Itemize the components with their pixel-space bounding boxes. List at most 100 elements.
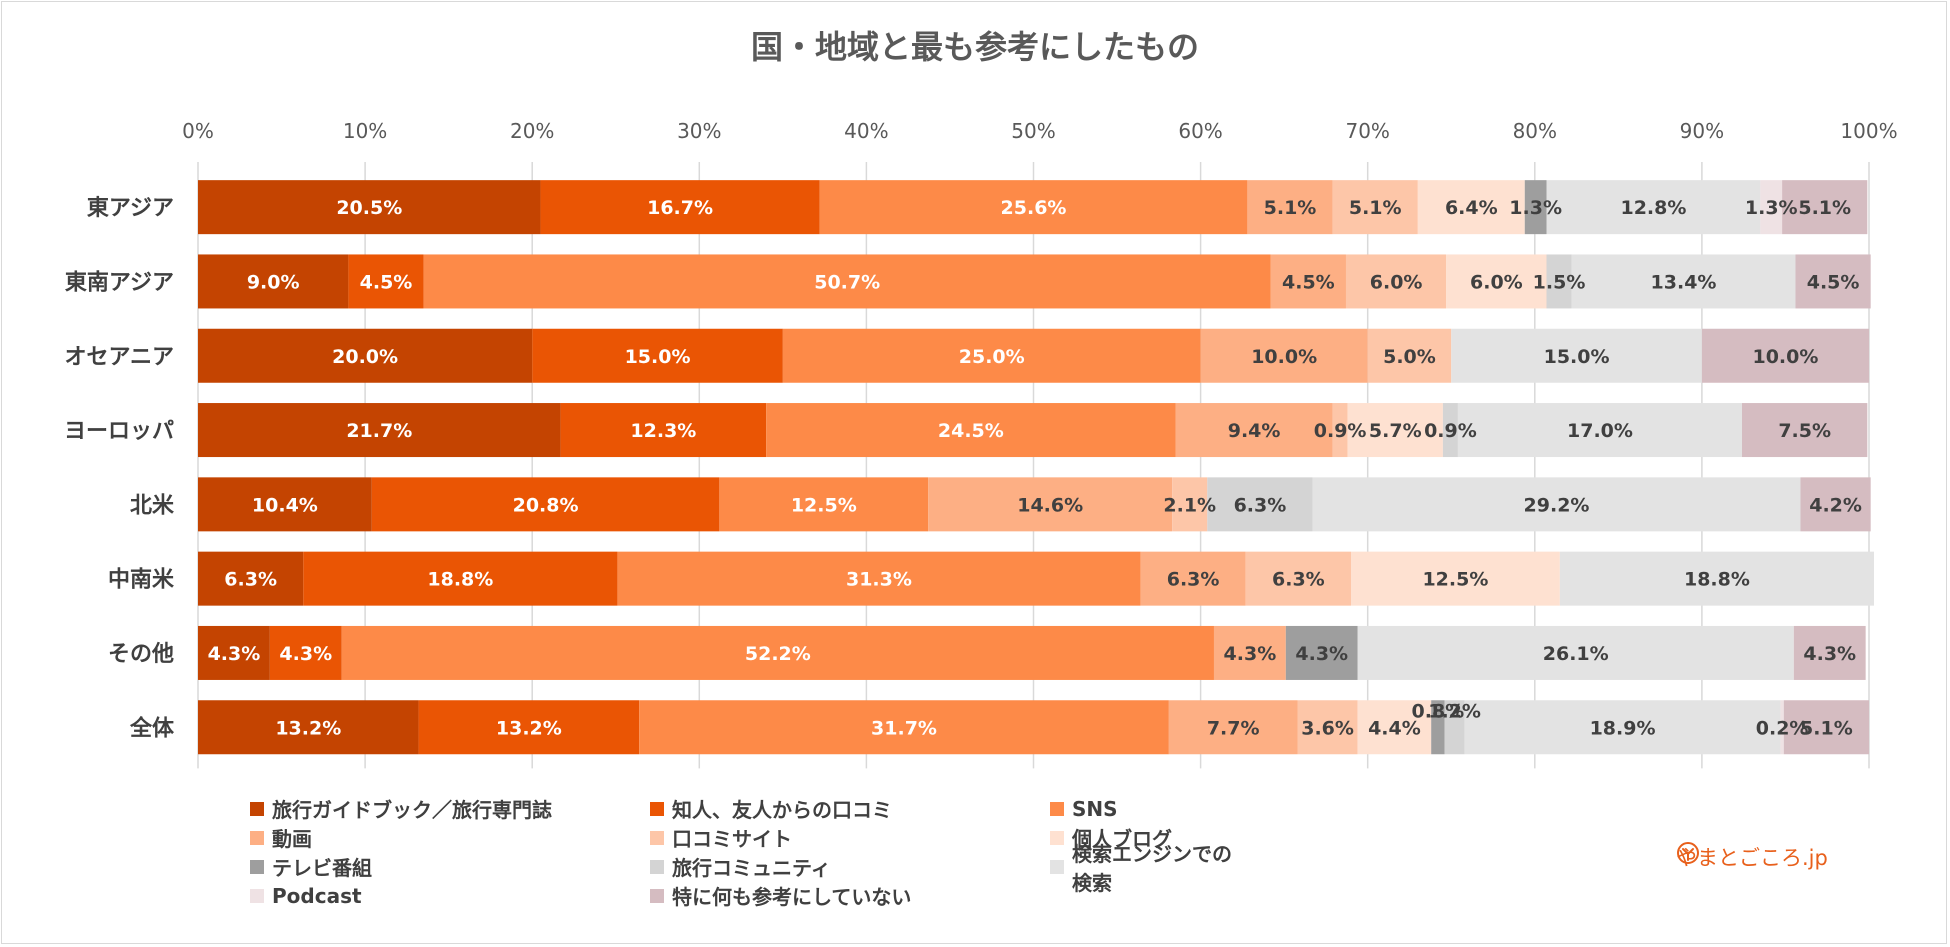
legend-label: 特に何も参考にしていない: [672, 885, 912, 909]
data-label: 18.8%: [427, 569, 493, 591]
bar-segment: [1417, 180, 1525, 235]
bar-segment: [198, 180, 541, 235]
category-label: 全体: [129, 715, 175, 741]
data-label: 4.3%: [1295, 643, 1348, 665]
legend-label: SNS: [1072, 796, 1118, 821]
data-label: 5.7%: [1369, 420, 1422, 442]
legend-swatch: [1050, 859, 1064, 874]
bar-segment: [1285, 625, 1358, 680]
data-label: 10.0%: [1752, 346, 1818, 368]
data-label: 14.6%: [1017, 494, 1083, 516]
legend-swatch: [650, 888, 664, 903]
bar-segment: [348, 254, 424, 309]
brand-mark-icon: [1677, 842, 1699, 864]
legend-label: 旅行コミュニティ: [672, 856, 831, 880]
bar-segment: [269, 625, 342, 680]
data-label: 15.0%: [625, 346, 691, 368]
legend-label: 動画: [272, 827, 312, 851]
bar-segment: [1357, 625, 1794, 680]
bar-segment: [1245, 551, 1351, 606]
data-label: 18.8%: [1684, 569, 1750, 591]
x-tick-label: 100%: [1840, 119, 1897, 143]
bar-segment: [719, 477, 929, 532]
x-tick-label: 0%: [182, 119, 214, 143]
data-label: 20.5%: [336, 197, 402, 219]
x-tick-label: 80%: [1513, 119, 1557, 143]
data-label: 4.3%: [208, 643, 261, 665]
bar-segment: [1431, 700, 1445, 755]
data-label: 2.1%: [1163, 494, 1216, 516]
data-label: 12.5%: [1422, 569, 1488, 591]
data-label: 9.0%: [247, 271, 300, 293]
bar-segment: [1297, 700, 1358, 755]
data-label: 0.8%: [1412, 700, 1465, 722]
bar-segment: [1247, 180, 1333, 235]
data-label: 12.3%: [630, 420, 696, 442]
data-label: 7.5%: [1778, 420, 1831, 442]
data-label: 26.1%: [1543, 643, 1609, 665]
bar-segment: [639, 700, 1169, 755]
bar-segment: [1446, 254, 1547, 309]
legend-item: 旅行コミュニティ: [650, 852, 831, 881]
data-label: 7.7%: [1207, 717, 1260, 739]
bar-segment: [423, 254, 1271, 309]
legend-item: 口コミサイト: [650, 823, 792, 852]
legend-label: 旅行ガイドブック／旅行専門誌: [272, 798, 552, 822]
data-label: 5.1%: [1800, 717, 1853, 739]
bar-segment: [1524, 180, 1547, 235]
data-label: 0.9%: [1424, 420, 1477, 442]
bar-segment: [1571, 254, 1796, 309]
bar-segment: [1213, 625, 1286, 680]
category-label: 東南アジア: [65, 270, 174, 295]
bar-segment: [1172, 477, 1208, 532]
data-label: 31.3%: [846, 569, 912, 591]
bar-segment: [198, 700, 419, 755]
legend-item: Podcast: [250, 881, 362, 910]
category-label: ヨーロッパ: [64, 419, 174, 444]
x-tick-label: 40%: [844, 119, 888, 143]
data-label: 6.3%: [1234, 494, 1287, 516]
bar-segment: [1546, 180, 1761, 235]
category-label: 東アジア: [87, 196, 174, 221]
bar-segment: [1350, 551, 1560, 606]
legend-item: 検索エンジンでの検索: [1050, 842, 1250, 895]
category-label: 北米: [130, 493, 175, 518]
data-label: 13.2%: [496, 717, 562, 739]
legend: 旅行ガイドブック／旅行専門誌 知人、友人からの口コミ SNS 動画 口コミサイト 個人ブロ…: [250, 794, 1250, 914]
bar-segment: [928, 477, 1173, 532]
category-label: 中南米: [108, 568, 175, 593]
data-label: 10.4%: [252, 494, 318, 516]
brand-logo: やまとごころ.jp: [1676, 841, 1828, 873]
bar-segment: [1444, 700, 1465, 755]
data-label: 0.2%: [1756, 717, 1809, 739]
data-label: 50.7%: [814, 271, 880, 293]
bar-segment: [532, 328, 783, 383]
legend-swatch: [650, 830, 664, 845]
data-label: 13.2%: [275, 717, 341, 739]
bar-segment: [1457, 403, 1743, 458]
data-label: 6.4%: [1445, 197, 1498, 219]
bar-segment: [198, 403, 561, 458]
bar-segment: [819, 180, 1248, 235]
data-label: 10.0%: [1251, 346, 1317, 368]
legend-swatch: [1050, 830, 1064, 845]
legend-label: 知人、友人からの口コミ: [672, 798, 892, 822]
bar-segment: [1546, 254, 1572, 309]
brand-text: やまとごころ.jp: [1676, 846, 1828, 870]
data-label: 5.1%: [1798, 197, 1851, 219]
x-tick-label: 90%: [1680, 119, 1724, 143]
bar-segment: [1357, 700, 1432, 755]
bar-segment: [1783, 700, 1869, 755]
data-label: 18.9%: [1590, 717, 1656, 739]
x-tick-label: 30%: [677, 119, 721, 143]
data-label: 1.2%: [1428, 700, 1481, 722]
data-label: 6.0%: [1470, 271, 1523, 293]
data-label: 1.3%: [1745, 197, 1798, 219]
legend-label: 検索エンジンでの検索: [1072, 841, 1232, 895]
bar-segment: [198, 625, 270, 680]
data-label: 20.8%: [513, 494, 579, 516]
bars: [198, 180, 1875, 755]
bar-segment: [1140, 551, 1246, 606]
bar-segment: [1200, 328, 1368, 383]
